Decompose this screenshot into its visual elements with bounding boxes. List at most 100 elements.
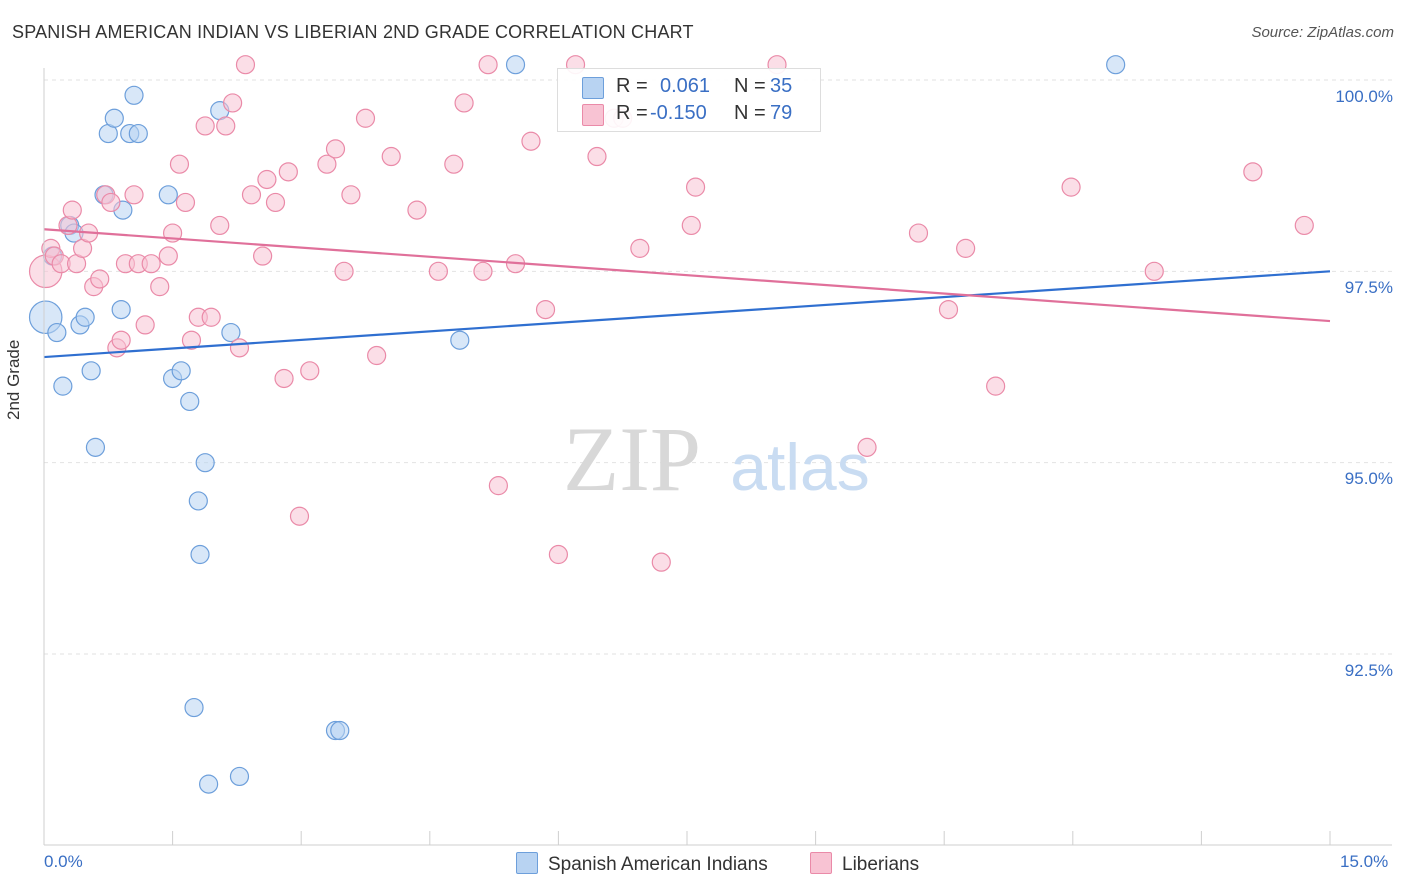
liberian-point xyxy=(141,254,161,274)
r-value-pink: -0.150 xyxy=(650,102,707,124)
liberian-point xyxy=(521,131,541,151)
liberian-point xyxy=(223,93,243,113)
liberian-point xyxy=(216,116,236,136)
liberian-trendline xyxy=(43,228,1331,323)
spanish-american-indian-point xyxy=(184,697,204,718)
liberian-point xyxy=(548,544,569,565)
watermark-atlas: atlas xyxy=(730,430,869,504)
spanish-american-indian-point xyxy=(111,300,131,320)
n-label: N = xyxy=(734,75,766,97)
liberian-point xyxy=(355,108,376,128)
liberian-point xyxy=(289,506,310,526)
chart-title: SPANISH AMERICAN INDIAN VS LIBERIAN 2ND … xyxy=(12,22,694,42)
liberian-point xyxy=(454,93,474,113)
liberian-point xyxy=(478,55,498,75)
liberian-point xyxy=(1061,177,1081,197)
liberian-point xyxy=(325,139,346,159)
source-label: Source: ZipAtlas.com xyxy=(1251,24,1394,41)
liberian-point xyxy=(986,376,1006,396)
liberian-point xyxy=(317,154,337,174)
liberian-point xyxy=(229,338,250,358)
spanish-american-indian-point xyxy=(180,391,200,412)
r-value-blue: 0.061 xyxy=(660,75,711,97)
liberian-point xyxy=(334,261,354,281)
spanish-american-indian-point xyxy=(85,437,106,457)
spanish-american-indian-point xyxy=(229,766,250,787)
spanish-american-indian-point xyxy=(195,453,215,473)
pink-swatch xyxy=(810,852,832,874)
liberian-point xyxy=(444,154,464,174)
spanish-american-indian-point xyxy=(221,322,241,343)
liberian-point xyxy=(62,200,82,220)
liberian-point xyxy=(956,238,976,258)
liberian-point xyxy=(210,215,230,236)
spanish-american-indian-trendline xyxy=(43,270,1331,359)
spanish-american-indian-point xyxy=(53,376,73,396)
liberian-point xyxy=(181,330,202,350)
correlation-legend: R = 0.061 N = 35 R = -0.150 N = 79 xyxy=(557,68,821,132)
liberian-point xyxy=(908,223,929,243)
liberian-point xyxy=(367,345,387,366)
spanish-american-indian-point xyxy=(199,774,219,794)
liberian-point xyxy=(428,261,448,281)
liberian-point xyxy=(278,162,298,182)
pink-swatch xyxy=(582,104,604,126)
r-label: R = xyxy=(616,75,648,97)
spanish-american-indian-point xyxy=(1106,55,1126,75)
spanish-american-indian-point xyxy=(81,361,101,381)
liberian-point xyxy=(381,146,401,167)
spanish-american-indian-point xyxy=(47,322,67,343)
r-label: R = xyxy=(616,102,648,124)
liberian-point xyxy=(90,269,110,289)
watermark-zip: ZIP xyxy=(563,408,701,510)
n-value-pink: 79 xyxy=(770,102,793,124)
x-tick-label: 15.0% xyxy=(1340,852,1389,871)
liberian-point xyxy=(630,238,650,258)
liberian-point xyxy=(473,261,493,281)
liberian-point xyxy=(241,185,262,205)
spanish-american-indian-point xyxy=(124,85,144,105)
x-tick-label: 0.0% xyxy=(44,852,83,871)
y-axis-label: 2nd Grade xyxy=(4,339,23,420)
spanish-american-indian-point xyxy=(190,544,210,565)
legend-item-liberians[interactable]: Liberians xyxy=(810,852,919,876)
y-tick-label: 97.5% xyxy=(1344,278,1393,297)
liberian-point xyxy=(341,185,361,205)
liberian-point xyxy=(135,315,155,335)
liberian-point xyxy=(685,177,706,197)
spanish-american-indian-point xyxy=(75,307,95,327)
liberian-point xyxy=(150,277,170,297)
y-tick-label: 95.0% xyxy=(1344,469,1393,488)
liberian-point xyxy=(253,246,273,266)
liberian-point xyxy=(111,330,131,350)
spanish-american-indian-point xyxy=(104,108,124,128)
liberian-point xyxy=(587,146,607,167)
liberian-point xyxy=(101,192,121,213)
liberian-point xyxy=(300,361,320,381)
liberian-point xyxy=(681,215,701,236)
liberian-point xyxy=(488,476,508,496)
spanish-american-indian-point xyxy=(450,330,470,350)
liberian-point xyxy=(201,307,221,327)
liberian-point xyxy=(235,55,256,75)
y-tick-label: 92.5% xyxy=(1344,661,1393,680)
liberian-point xyxy=(175,192,196,213)
liberian-point xyxy=(938,300,959,320)
blue-swatch xyxy=(582,77,604,99)
spanish-american-indian-point xyxy=(171,361,191,381)
liberian-point xyxy=(1243,162,1263,182)
spanish-american-indian-point xyxy=(128,123,148,144)
liberian-point xyxy=(195,116,215,136)
liberian-point xyxy=(158,246,178,266)
legend-label: Liberians xyxy=(842,854,920,875)
spanish-american-indian-point xyxy=(330,720,350,741)
spanish-american-indian-point xyxy=(188,491,208,511)
spanish-american-indian-point xyxy=(158,185,178,205)
liberian-point xyxy=(1144,261,1164,281)
legend-label: Spanish American Indians xyxy=(548,854,768,875)
liberian-point xyxy=(407,200,427,220)
liberian-point xyxy=(265,192,286,213)
legend-item-spanish-american-indians[interactable]: Spanish American Indians xyxy=(516,852,768,876)
spanish-american-indian-point xyxy=(505,55,526,75)
liberian-point xyxy=(124,185,144,205)
